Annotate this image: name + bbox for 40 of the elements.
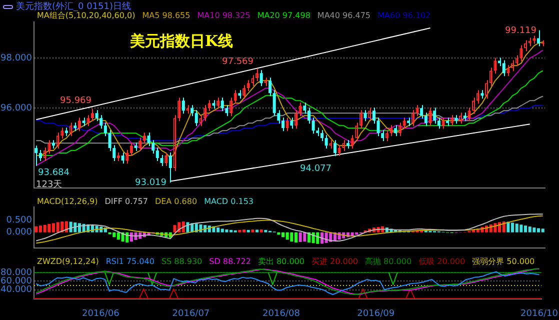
ref-line-label: 强弱分界 50.000 <box>472 257 535 266</box>
y-tick-label: 40.000 <box>0 285 32 296</box>
series-label: SD 88.722 <box>209 257 251 266</box>
legend-title: MACD(12,26,9) <box>37 197 98 206</box>
series-label: SS 88.930 <box>161 257 202 266</box>
y-tick-label: 0.500 <box>6 216 32 226</box>
y-tick-label: 60.000 <box>0 276 32 287</box>
text: MA40 96.475 <box>317 11 371 20</box>
annotation: 99.119 <box>505 25 536 37</box>
y-tick-label: 96.000 <box>0 103 32 114</box>
x-tick-label: 2016/07 <box>172 308 210 319</box>
legend-title: MA组合(5,10,20,40,60,0) <box>37 11 136 20</box>
annotation: 97.569 <box>222 56 254 68</box>
ref-line-label: 高抛 80.000 <box>365 257 412 266</box>
text: MA20 97.498 <box>257 11 310 20</box>
text: DIFF 0.757 <box>104 197 148 206</box>
text: MA5 98.655 <box>142 11 190 20</box>
text: 美元指数日K线 <box>130 32 234 51</box>
text: MACD 0.153 <box>204 197 254 206</box>
series-label: 卖出 80.000 <box>258 257 304 266</box>
y-tick-label: 98.000 <box>0 54 32 64</box>
text: 美元指数(外汇_0 0151)日线 <box>16 1 132 12</box>
series-label: RSI1 75.040 <box>106 257 154 266</box>
text: 买进 20.000 <box>311 257 358 266</box>
y-tick-label: 80.000 <box>0 268 32 278</box>
x-tick-label: 2016/09 <box>357 308 395 319</box>
y-tick-label: 0.000 <box>6 228 32 238</box>
ref-line-label: 低吸 20.000 <box>418 257 466 266</box>
legend-title: ZWZD(9,12,24) <box>37 257 99 266</box>
annotation: 93.019 <box>135 177 166 189</box>
text: MA10 98.325 <box>197 11 250 20</box>
annotation: 93.684 <box>38 167 70 179</box>
text: MA60 96.102 <box>378 11 431 20</box>
annotation: 94.077 <box>300 163 332 175</box>
x-tick-label: 2016/08 <box>262 308 300 319</box>
annotation: 95.969 <box>60 95 92 107</box>
text: DEA 0.680 <box>154 197 198 206</box>
x-tick-label: 2016/10 <box>520 308 558 319</box>
annotation: 123天 <box>36 179 62 191</box>
x-tick-label: 2016/06 <box>82 308 120 319</box>
